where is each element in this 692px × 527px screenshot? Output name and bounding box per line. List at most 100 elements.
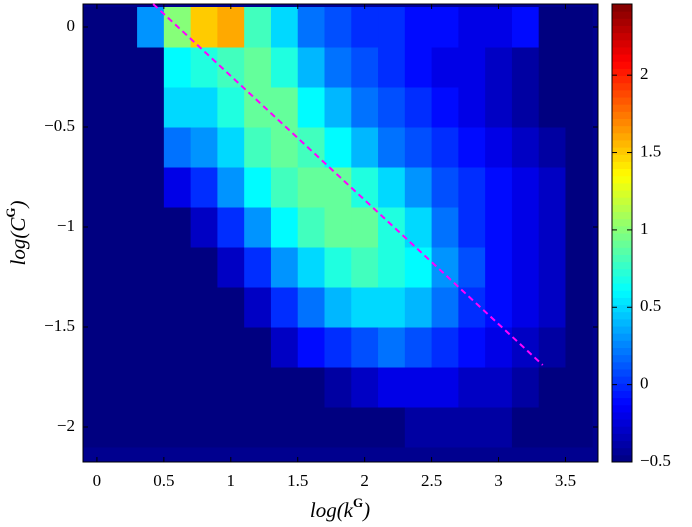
colorbar-swatch xyxy=(612,82,632,91)
heatmap-cell xyxy=(297,327,326,368)
heatmap-cell xyxy=(190,327,218,368)
heatmap-cell xyxy=(324,207,352,248)
heatmap-cell xyxy=(190,207,218,248)
heatmap-cell xyxy=(538,287,566,328)
colorbar-tick-label: 1.5 xyxy=(640,141,661,160)
heatmap-cell xyxy=(83,207,111,248)
heatmap-cell xyxy=(217,87,245,128)
colorbar-swatch xyxy=(612,161,632,170)
colorbar-swatch xyxy=(612,376,632,384)
heatmap-cell xyxy=(458,47,486,88)
heatmap-cell xyxy=(351,287,379,328)
x-tick-label: 1 xyxy=(227,471,236,490)
heatmap-cell xyxy=(217,327,245,368)
heatmap-cell xyxy=(297,247,326,288)
heatmap-cell xyxy=(351,327,379,368)
heatmap-cell xyxy=(378,327,406,368)
colorbar-swatch xyxy=(612,154,632,162)
heatmap-cell xyxy=(378,287,406,328)
colorbar-swatch xyxy=(612,139,632,148)
heatmap-cell xyxy=(110,167,138,208)
heatmap-cell xyxy=(190,7,218,48)
heatmap-cell xyxy=(431,407,459,448)
heatmap-cell xyxy=(378,127,406,168)
heatmap-cell xyxy=(270,87,299,128)
heatmap-cell xyxy=(431,7,459,48)
heatmap-cell xyxy=(404,287,433,328)
heatmap-cell xyxy=(485,7,513,48)
heatmap-cell xyxy=(137,367,165,408)
heatmap-cell xyxy=(324,7,352,48)
heatmap-cell xyxy=(244,327,272,368)
colorbar-swatch xyxy=(612,311,632,320)
colorbar-swatch xyxy=(612,333,632,341)
colorbar-swatch xyxy=(612,433,632,442)
heatmap-cell xyxy=(244,287,272,328)
heatmap-cell xyxy=(458,167,486,208)
colorbar-swatch xyxy=(612,190,632,198)
heatmap-cell xyxy=(83,367,111,408)
colorbar-tick-label: 2 xyxy=(640,64,649,83)
heatmap-cell xyxy=(190,367,218,408)
heatmap-cell xyxy=(431,127,459,168)
heatmap-cell xyxy=(538,7,566,48)
heatmap-cell xyxy=(110,47,138,88)
heatmap-cell xyxy=(404,407,433,448)
heatmap-cell xyxy=(485,47,513,88)
colorbar-swatch xyxy=(612,75,632,84)
heatmap-cell xyxy=(217,127,245,168)
heatmap-cell xyxy=(190,167,218,208)
heatmap-cell xyxy=(538,407,566,448)
heatmap-cell xyxy=(351,407,379,448)
colorbar-swatch xyxy=(612,347,632,356)
heatmap-cell xyxy=(163,327,192,368)
heatmap-cell xyxy=(431,167,459,208)
heatmap-cell xyxy=(511,87,540,128)
heatmap-cell xyxy=(324,287,352,328)
heatmap-cell xyxy=(137,247,165,288)
heatmap-cell xyxy=(458,287,486,328)
y-axis-label: log(CG) xyxy=(3,201,30,266)
colorbar-tick-label: 0.5 xyxy=(640,296,661,315)
heatmap-cell xyxy=(270,287,299,328)
heatmap-cell xyxy=(217,207,245,248)
heatmap-cell xyxy=(163,47,192,88)
colorbar-swatch xyxy=(612,197,632,205)
heatmap-cell xyxy=(431,87,459,128)
colorbar-swatch xyxy=(612,32,632,41)
colorbar-swatch xyxy=(612,175,632,184)
heatmap-cell xyxy=(217,167,245,208)
heatmap-cell xyxy=(565,207,593,248)
heatmap-cell xyxy=(404,87,433,128)
heatmap-cell xyxy=(458,87,486,128)
colorbar-swatch xyxy=(612,426,632,434)
colorbar-swatch xyxy=(612,147,632,155)
heatmap-cell xyxy=(83,287,111,328)
heatmap-cell xyxy=(297,287,326,328)
heatmap-cell xyxy=(297,47,326,88)
x-tick-label: 2.5 xyxy=(421,471,442,490)
colorbar-swatch xyxy=(612,89,632,98)
heatmap-cell xyxy=(511,327,540,368)
heatmap-cell xyxy=(404,327,433,368)
heatmap-cell xyxy=(137,327,165,368)
heatmap-cell xyxy=(163,167,192,208)
heatmap-cell xyxy=(538,367,566,408)
heatmap-cell xyxy=(217,247,245,288)
heatmap-cell xyxy=(324,47,352,88)
heatmap-cell xyxy=(190,247,218,288)
colorbar-swatch xyxy=(612,283,632,291)
colorbar-swatch xyxy=(612,211,632,220)
heatmap-cell xyxy=(190,287,218,328)
x-axis-label: log(kG) xyxy=(310,495,370,522)
heatmap-cell xyxy=(565,247,593,288)
heatmap-cell xyxy=(511,7,540,48)
colorbar-tick-label: 0 xyxy=(640,374,649,393)
heatmap-cell xyxy=(351,87,379,128)
heatmap-cell xyxy=(431,207,459,248)
heatmap-cell xyxy=(270,247,299,288)
colorbar-swatch xyxy=(612,419,632,427)
colorbar-swatch xyxy=(612,447,632,456)
colorbar-swatch xyxy=(612,204,632,213)
